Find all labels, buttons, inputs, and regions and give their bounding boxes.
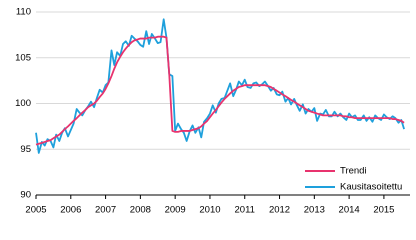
series-line — [35, 35, 405, 146]
x-tick-label: 2005 — [25, 205, 46, 216]
chart: 90 95 100 105 110 2005 2006 2007 2008 2009 2010 201… — [15, 7, 410, 216]
y-tick-label: 100 — [15, 98, 31, 109]
x-tick-label: 2013 — [304, 205, 325, 216]
legend-label: Kausitasoitettu — [340, 182, 402, 193]
x-tick-label: 2006 — [60, 205, 81, 216]
x-tick-label: 2008 — [130, 205, 151, 216]
series-line — [35, 18, 405, 154]
x-tick-label: 2009 — [165, 205, 186, 216]
y-tick-label: 110 — [16, 7, 31, 18]
x-tick-label: 2014 — [339, 205, 360, 216]
x-tick-label: 2007 — [95, 205, 116, 216]
x-tick-label: 2011 — [235, 205, 255, 216]
y-tick-label: 105 — [15, 52, 31, 63]
y-tick-label: 90 — [20, 190, 31, 201]
x-tick-label: 2015 — [373, 205, 394, 216]
y-tick-label: 95 — [20, 144, 31, 155]
legend-label: Trendi — [340, 166, 367, 177]
x-tick-label: 2012 — [269, 205, 290, 216]
x-tick-label: 2010 — [199, 205, 220, 216]
